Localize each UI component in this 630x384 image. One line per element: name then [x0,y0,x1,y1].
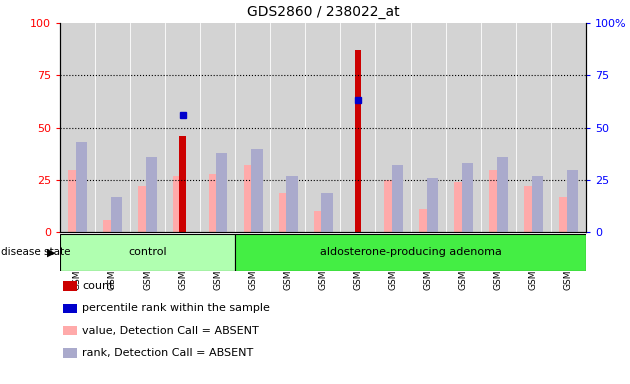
Bar [287,176,297,232]
Text: aldosterone-producing adenoma: aldosterone-producing adenoma [319,247,501,258]
Text: ▶: ▶ [47,247,55,258]
Bar [216,153,227,232]
Text: value, Detection Call = ABSENT: value, Detection Call = ABSENT [82,326,259,336]
Bar [314,211,325,232]
Bar [146,157,158,232]
Bar [68,170,79,232]
Text: control: control [129,247,167,258]
Bar [76,142,87,232]
Bar [567,170,578,232]
Bar [427,178,438,232]
Bar [532,176,543,232]
Bar [321,192,333,232]
Bar [524,186,536,232]
Bar [60,234,235,271]
Bar [497,157,508,232]
Text: disease state: disease state [1,247,71,258]
Bar [173,176,185,232]
Text: rank, Detection Call = ABSENT: rank, Detection Call = ABSENT [82,348,253,358]
Bar [454,182,466,232]
Title: GDS2860 / 238022_at: GDS2860 / 238022_at [246,5,399,19]
Bar [103,220,115,232]
Bar [392,166,403,232]
Bar [235,234,586,271]
Bar [111,197,122,232]
Text: percentile rank within the sample: percentile rank within the sample [82,303,270,313]
Bar [278,192,290,232]
Bar [355,50,361,232]
Bar [384,180,395,232]
Text: count: count [82,281,113,291]
Bar [244,166,255,232]
Bar [419,209,430,232]
Bar [139,186,150,232]
Bar [559,197,571,232]
Bar [251,149,263,232]
Bar [209,174,220,232]
Bar [462,163,473,232]
Bar [489,170,500,232]
Bar [180,136,186,232]
